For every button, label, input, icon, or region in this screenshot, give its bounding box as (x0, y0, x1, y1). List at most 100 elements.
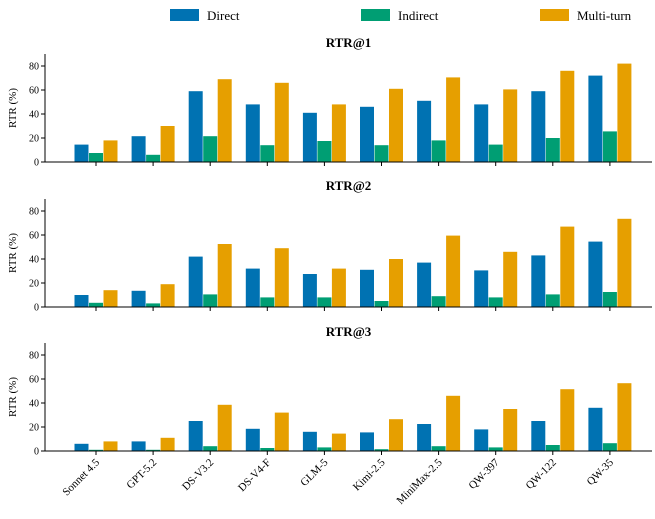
bar-direct-qw-122 (531, 91, 546, 162)
bar-direct-kimi-2-5 (360, 432, 374, 451)
bar-direct-minimax-2-5 (417, 424, 432, 451)
bar-indirect-kimi-2-5 (374, 449, 389, 451)
bar-direct-kimi-2-5 (360, 269, 374, 307)
bar-multi-turn-glm-5 (331, 433, 346, 451)
bar-indirect-glm-5 (317, 297, 332, 307)
category-label-ds-v3-2: DS-V3.2 (180, 457, 216, 493)
y-tick-label: 40 (29, 110, 39, 121)
bar-multi-turn-gpt-5-2 (160, 126, 175, 162)
bar-multi-turn-qw-397 (503, 89, 518, 162)
y-tick-label: 80 (29, 62, 39, 73)
bar-indirect-kimi-2-5 (374, 301, 389, 307)
legend-swatch-indirect (361, 9, 390, 21)
bar-indirect-sonnet-4-5 (89, 302, 103, 307)
bar-direct-ds-v3-2 (188, 256, 203, 307)
bar-direct-gpt-5-2 (131, 290, 146, 307)
bar-multi-turn-sonnet-4-5 (103, 290, 118, 307)
category-label-qw-35: QW-35 (585, 456, 617, 488)
y-tick-label: 60 (29, 86, 39, 97)
bar-indirect-qw-122 (545, 445, 560, 451)
y-tick-label: 0 (34, 303, 39, 314)
bar-direct-sonnet-4-5 (74, 144, 89, 162)
bar-multi-turn-qw-122 (560, 226, 575, 307)
legend-item-multi-turn: Multi-turn (540, 8, 632, 23)
bar-indirect-minimax-2-5 (431, 446, 446, 451)
y-tick-label: 20 (29, 279, 39, 290)
y-tick-label: 40 (29, 399, 39, 410)
bar-direct-glm-5 (302, 274, 317, 307)
y-tick-label: 40 (29, 255, 39, 266)
y-tick-label: 60 (29, 231, 39, 242)
bar-indirect-sonnet-4-5 (89, 153, 103, 162)
y-tick-label: 20 (29, 134, 39, 145)
category-label-gpt-5-2: GPT-5.2 (124, 457, 159, 492)
bar-indirect-qw-35 (602, 443, 617, 451)
legend-label-indirect: Indirect (398, 8, 439, 23)
bar-indirect-qw-122 (545, 138, 560, 162)
bar-indirect-gpt-5-2 (146, 449, 161, 451)
bar-multi-turn-qw-122 (560, 70, 575, 162)
legend-swatch-multi-turn (540, 9, 569, 21)
bar-multi-turn-ds-v3-2 (217, 79, 232, 162)
bar-multi-turn-ds-v4-f (274, 82, 289, 162)
bar-direct-ds-v4-f (245, 268, 260, 307)
category-label-kimi-2-5: Kimi-2.5 (351, 456, 388, 493)
y-axis-label: RTR (%) (7, 377, 19, 417)
bar-direct-gpt-5-2 (131, 136, 146, 162)
bar-indirect-qw-397 (488, 144, 503, 162)
bar-indirect-ds-v3-2 (203, 294, 218, 307)
bar-multi-turn-sonnet-4-5 (103, 441, 118, 451)
bar-direct-ds-v4-f (245, 104, 260, 162)
bar-direct-qw-35 (588, 407, 603, 451)
y-tick-label: 80 (29, 351, 39, 362)
legend: Direct Indirect Multi-turn (170, 8, 632, 23)
bar-multi-turn-ds-v3-2 (217, 404, 232, 451)
bar-indirect-ds-v4-f (260, 448, 275, 451)
category-label-ds-v4-f: DS-V4-F (236, 457, 273, 494)
panel-title: RTR@2 (326, 178, 372, 193)
category-labels: Sonnet 4.5 GPT-5.2 DS-V3.2 DS-V4-F GLM-5 Kimi… (60, 456, 616, 507)
bar-direct-qw-122 (531, 421, 546, 451)
bar-direct-sonnet-4-5 (74, 295, 89, 307)
bar-direct-minimax-2-5 (417, 262, 432, 307)
bar-multi-turn-kimi-2-5 (389, 419, 403, 451)
panel-rtr-1: RTR@1 RTR (%) 0 20 40 60 80 (7, 35, 652, 169)
bar-indirect-qw-35 (602, 131, 617, 162)
bar-direct-qw-35 (588, 241, 603, 307)
bar-indirect-gpt-5-2 (146, 154, 161, 162)
bar-indirect-gpt-5-2 (146, 303, 161, 307)
bar-indirect-glm-5 (317, 447, 332, 451)
bar-multi-turn-sonnet-4-5 (103, 140, 118, 162)
y-tick-label: 0 (34, 447, 39, 458)
bar-multi-turn-kimi-2-5 (389, 88, 403, 162)
bar-direct-qw-397 (474, 429, 489, 451)
bar-multi-turn-minimax-2-5 (446, 77, 461, 162)
bar-multi-turn-gpt-5-2 (160, 284, 175, 307)
y-axis-label: RTR (%) (7, 233, 19, 273)
category-label-qw-122: QW-122 (524, 457, 559, 492)
legend-label-direct: Direct (207, 8, 240, 23)
bar-direct-qw-122 (531, 255, 546, 307)
bar-multi-turn-ds-v4-f (274, 412, 289, 451)
panel-rtr-2: RTR@2 RTR (%) 0 20 40 60 80 (7, 178, 652, 314)
y-axis-label: RTR (%) (7, 88, 19, 128)
bar-multi-turn-minimax-2-5 (446, 235, 461, 307)
bar-indirect-qw-122 (545, 294, 560, 307)
bar-indirect-minimax-2-5 (431, 140, 446, 162)
bar-direct-qw-397 (474, 104, 489, 162)
bar-direct-glm-5 (302, 112, 317, 162)
bar-multi-turn-gpt-5-2 (160, 437, 175, 451)
bar-indirect-qw-35 (602, 292, 617, 307)
bar-direct-glm-5 (302, 431, 317, 451)
bar-direct-ds-v4-f (245, 428, 260, 451)
category-label-sonnet-4-5: Sonnet 4.5 (60, 456, 102, 498)
y-tick-label: 20 (29, 423, 39, 434)
bar-multi-turn-glm-5 (331, 104, 346, 162)
bar-direct-sonnet-4-5 (74, 443, 89, 451)
bar-direct-qw-35 (588, 75, 603, 162)
legend-item-indirect: Indirect (361, 8, 439, 23)
bar-indirect-sonnet-4-5 (89, 449, 103, 451)
legend-label-multi-turn: Multi-turn (577, 8, 632, 23)
legend-swatch-direct (170, 9, 199, 21)
